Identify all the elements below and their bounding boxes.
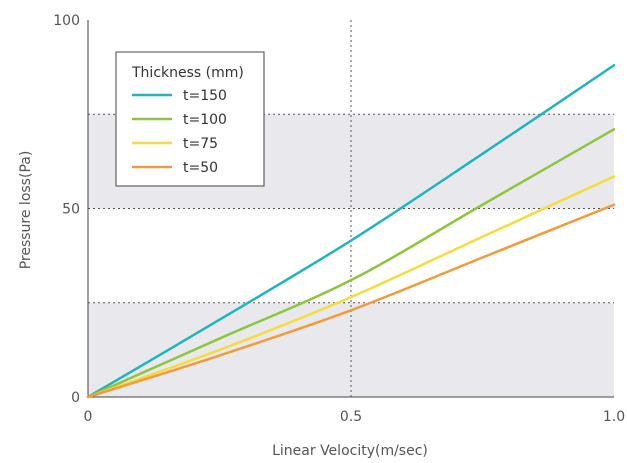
y-tick-label: 100 [53,13,80,29]
y-tick-labels: 0 50 100 [53,13,80,406]
series-lines [86,63,616,399]
legend-items: t=150 t=100 t=75 t=50 [132,88,227,176]
legend-label: t=75 [183,136,218,152]
legend-label: t=150 [183,88,227,104]
legend-label: t=50 [183,160,218,176]
series-line-t=50 [86,203,616,399]
legend-label: t=100 [183,112,227,128]
y-tick-label: 50 [62,202,80,218]
y-axis-label: Pressure loss(Pa) [18,151,34,270]
x-tick-label: 0 [84,409,93,425]
series-line-t=150 [86,63,616,399]
x-tick-label: 0.5 [340,409,362,425]
x-axis-label: Linear Velocity(m/sec) [272,443,428,459]
legend-title: Thickness (mm) [131,65,244,81]
legend: Thickness (mm) t=150 t=100 t=75 t=50 [115,51,265,187]
axes [87,20,614,398]
x-tick-labels: 0 0.5 1.0 [84,409,626,425]
y-tick-label: 0 [71,390,80,406]
series-line-t=100 [86,128,616,399]
x-tick-label: 1.0 [603,409,625,425]
series-line-t=75 [86,175,616,399]
